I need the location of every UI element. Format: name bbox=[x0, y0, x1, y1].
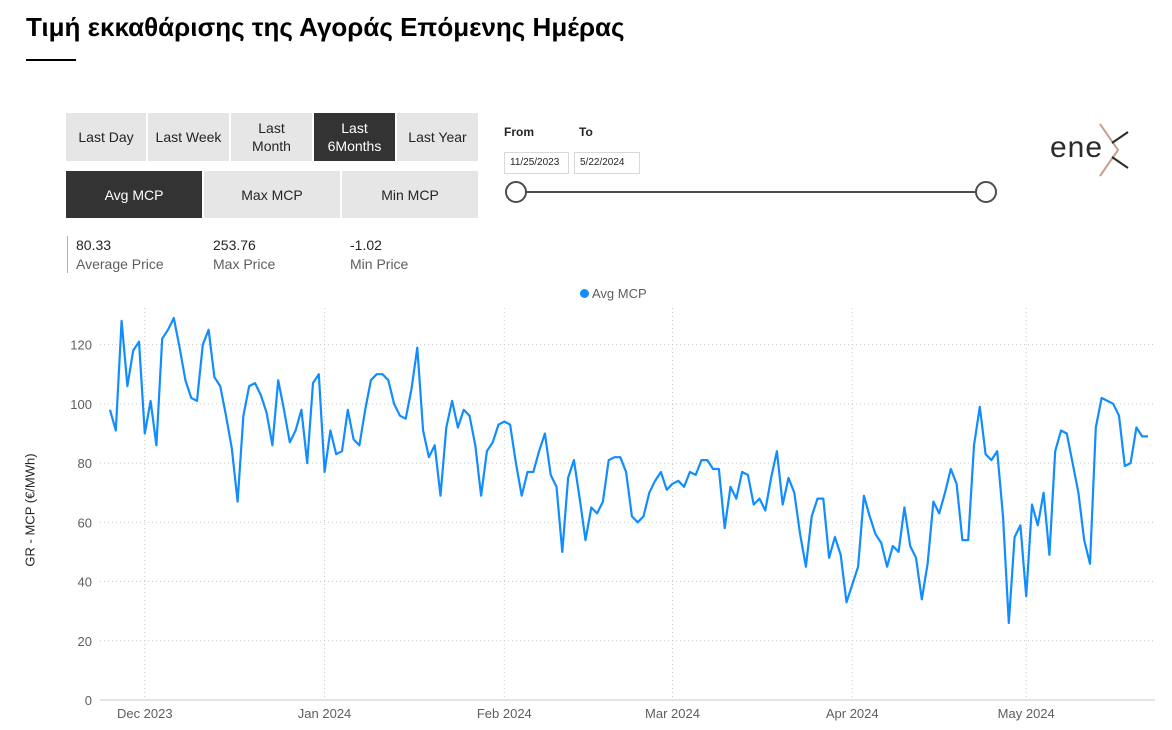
date-range-start-handle[interactable] bbox=[505, 181, 527, 203]
min-price-card: -1.02 Min Price bbox=[350, 236, 408, 274]
logo-text: ene bbox=[1050, 131, 1104, 164]
date-range-end-handle[interactable] bbox=[975, 181, 997, 203]
y-tick-label: 20 bbox=[78, 634, 92, 649]
average-price-value: 80.33 bbox=[76, 237, 112, 253]
min-mcp-button[interactable]: Min MCP bbox=[342, 171, 478, 218]
max-price-card: 253.76 Max Price bbox=[213, 236, 275, 274]
legend-marker bbox=[580, 289, 589, 298]
x-tick-label: Jan 2024 bbox=[298, 706, 352, 721]
from-date-input[interactable]: 11/25/2023 bbox=[504, 152, 569, 174]
last-week-button[interactable]: Last Week bbox=[148, 113, 229, 161]
min-price-label: Min Price bbox=[350, 256, 409, 272]
avg-mcp-button[interactable]: Avg MCP bbox=[66, 171, 202, 218]
max-price-label: Max Price bbox=[213, 256, 276, 272]
page-title: Τιμή εκκαθάρισης της Αγοράς Επόμενης Ημέ… bbox=[26, 12, 625, 42]
x-tick-label: Dec 2023 bbox=[117, 706, 173, 721]
to-label: To bbox=[579, 125, 593, 139]
stats-divider bbox=[67, 236, 68, 273]
max-mcp-button[interactable]: Max MCP bbox=[204, 171, 340, 218]
logo-chevron-mark bbox=[1099, 123, 1129, 177]
last-year-button[interactable]: Last Year bbox=[397, 113, 478, 161]
y-tick-label: 40 bbox=[78, 575, 92, 590]
date-range-track[interactable] bbox=[517, 191, 985, 193]
to-date-input[interactable]: 5/22/2024 bbox=[574, 152, 640, 174]
y-tick-label: 0 bbox=[85, 693, 92, 708]
title-underline bbox=[26, 59, 76, 61]
last-day-button[interactable]: Last Day bbox=[66, 113, 146, 161]
min-price-value: -1.02 bbox=[350, 237, 382, 253]
chart-legend: Avg MCP bbox=[580, 286, 647, 301]
max-price-value: 253.76 bbox=[213, 237, 256, 253]
avg-mcp-series-line bbox=[108, 316, 1148, 625]
x-tick-label: Mar 2024 bbox=[645, 706, 700, 721]
legend-label: Avg MCP bbox=[592, 286, 647, 301]
average-price-label: Average Price bbox=[76, 256, 164, 272]
enex-logo: ene bbox=[1050, 120, 1130, 180]
x-tick-label: May 2024 bbox=[998, 706, 1055, 721]
y-tick-label: 120 bbox=[70, 338, 92, 353]
x-tick-label: Feb 2024 bbox=[477, 706, 532, 721]
y-tick-label: 60 bbox=[78, 515, 92, 530]
y-tick-label: 80 bbox=[78, 456, 92, 471]
mcp-line-chart: 0 20 40 60 80 100 120 Dec 2023 Jan 2024 Feb 2024 M… bbox=[70, 308, 1155, 721]
average-price-card: 80.33 Average Price bbox=[76, 236, 164, 274]
last-6months-button[interactable]: Last 6Months bbox=[314, 113, 395, 161]
from-label: From bbox=[504, 125, 534, 139]
y-tick-label: 100 bbox=[70, 397, 92, 412]
x-tick-label: Apr 2024 bbox=[826, 706, 879, 721]
last-month-button[interactable]: Last Month bbox=[231, 113, 312, 161]
